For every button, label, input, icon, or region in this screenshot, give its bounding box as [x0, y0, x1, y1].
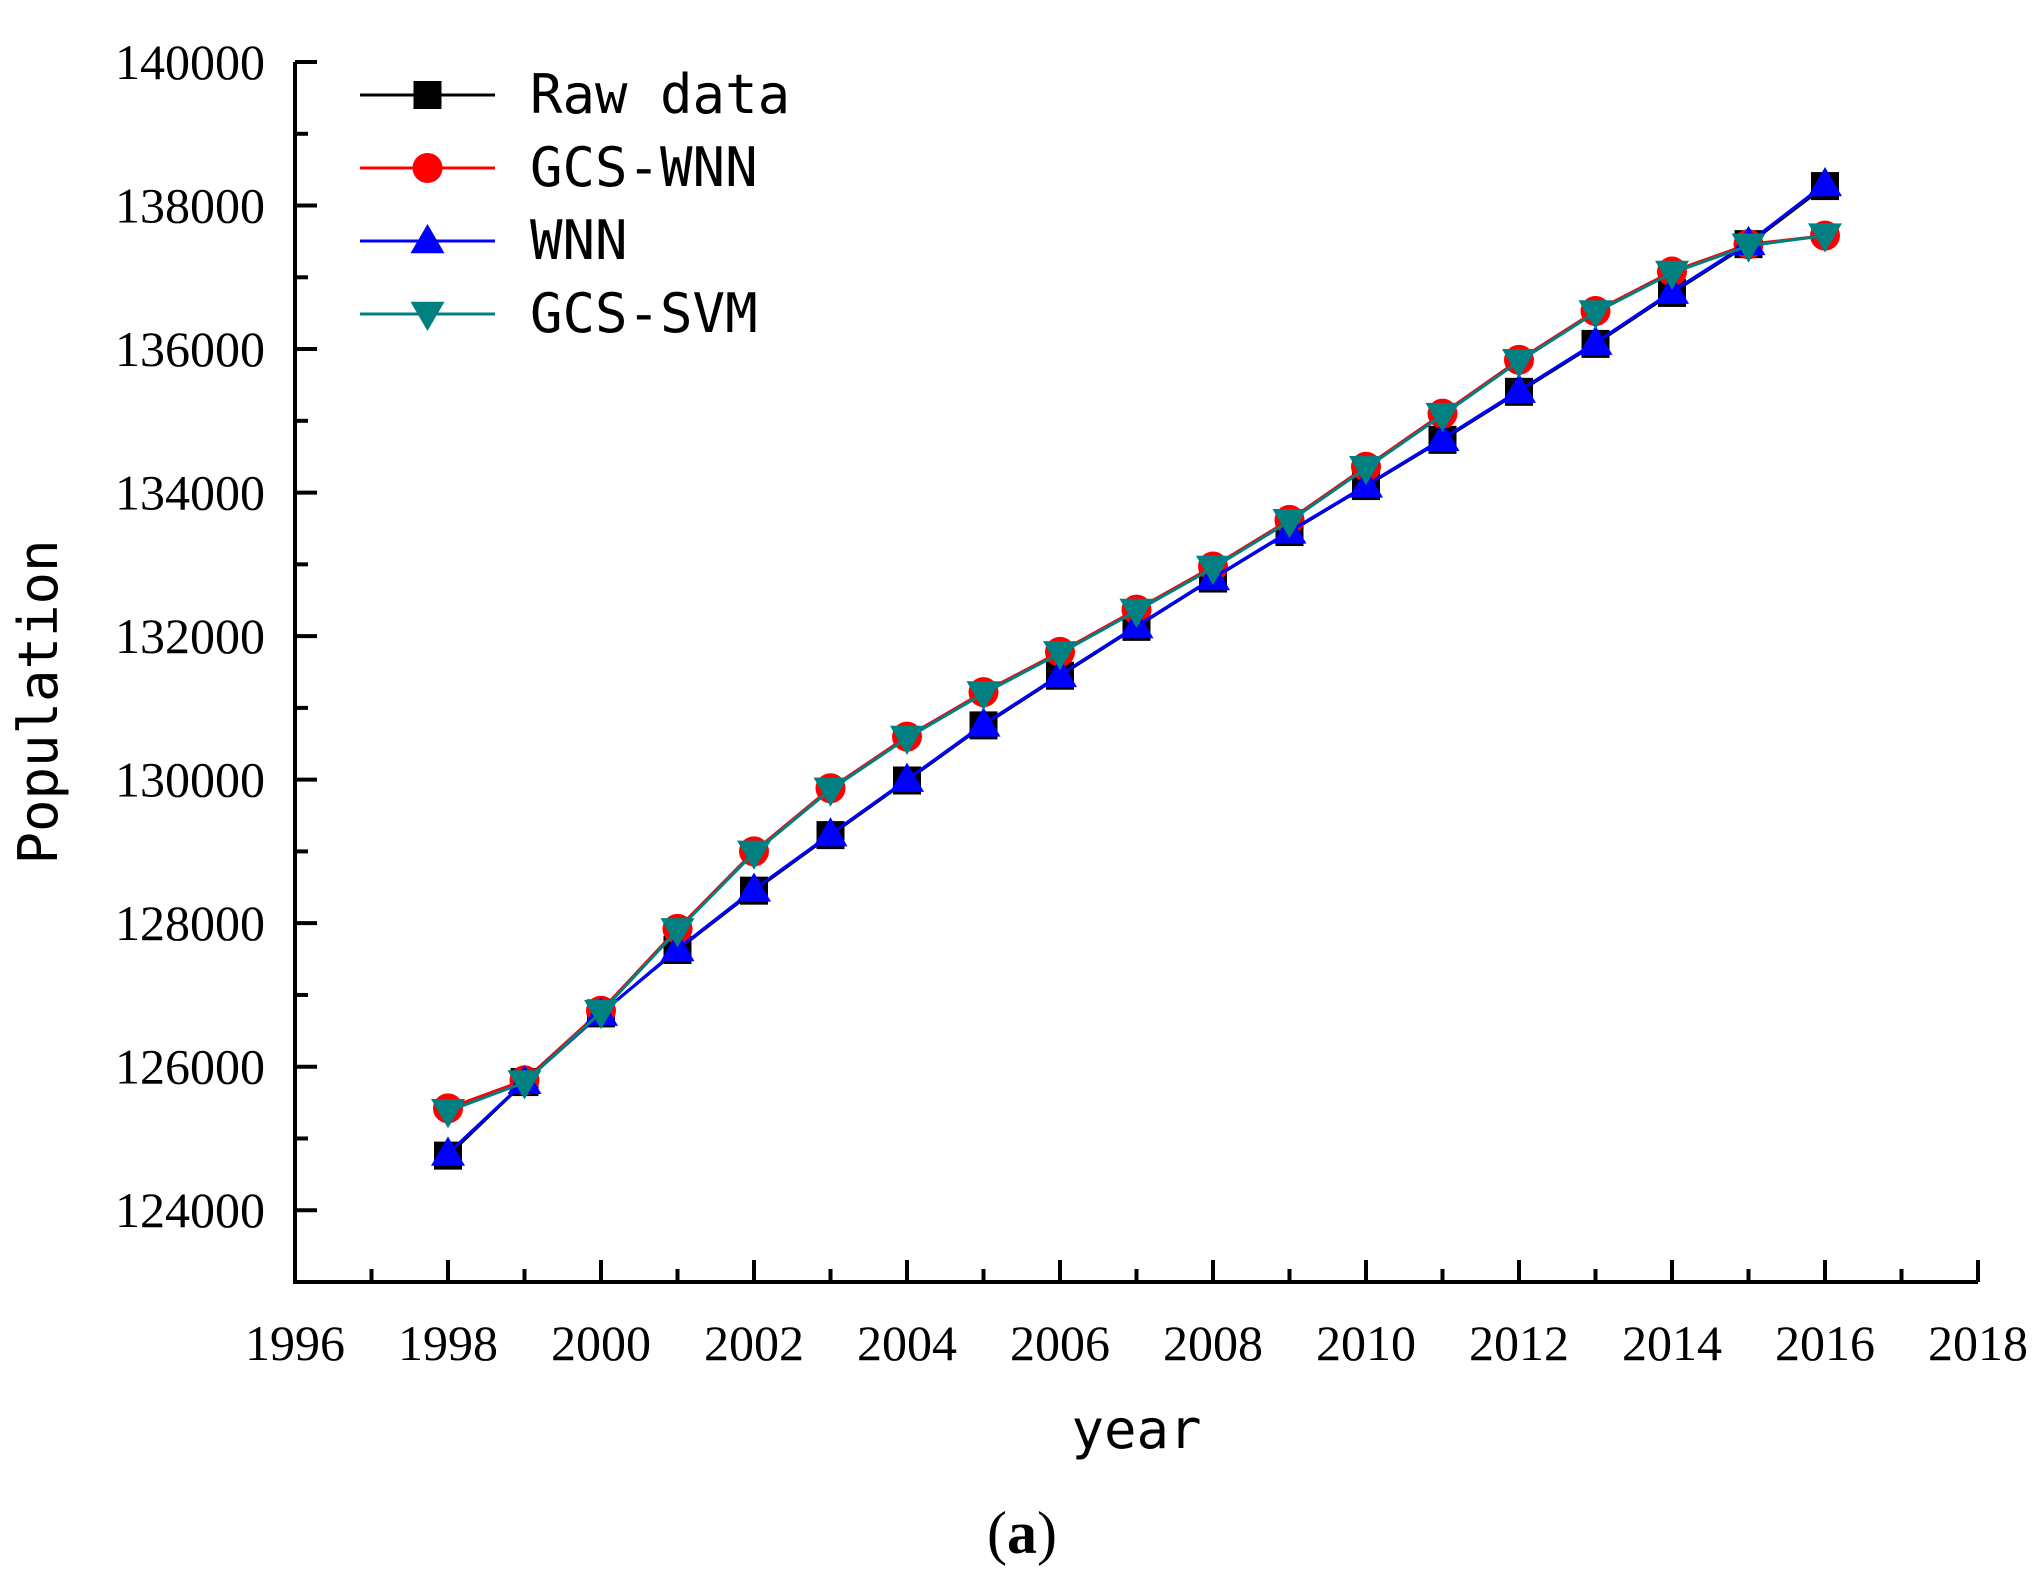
legend-item: Raw data — [360, 63, 790, 126]
y-tick-label: 126000 — [115, 1039, 265, 1095]
x-tick-label: 2016 — [1775, 1315, 1875, 1371]
data-point — [813, 817, 848, 847]
data-point — [431, 1136, 465, 1166]
data-point — [966, 707, 1001, 737]
series-line — [447, 234, 1826, 1110]
data-point — [1731, 233, 1766, 263]
y-tick-label: 136000 — [115, 321, 265, 377]
data-point — [1196, 555, 1230, 585]
data-point — [507, 1070, 542, 1100]
data-point — [1578, 325, 1613, 355]
y-tick-label: 140000 — [115, 34, 265, 90]
x-tick-label: 2018 — [1928, 1315, 2028, 1371]
data-point — [660, 918, 695, 948]
legend-item: GCS-SVM — [360, 282, 758, 345]
series-gcs-svm — [431, 223, 1842, 1129]
x-tick-label: 1996 — [245, 1315, 345, 1371]
x-tick-label: 2010 — [1316, 1315, 1416, 1371]
data-point — [966, 681, 1001, 711]
x-tick-label: 2014 — [1622, 1315, 1722, 1371]
ticks: 124000 126000 128000 130000 132000 134000 1360… — [115, 34, 2028, 1371]
legend-item: GCS-WNN — [360, 136, 758, 199]
data-point — [1272, 509, 1307, 539]
x-tick-label: 1998 — [398, 1315, 498, 1371]
legend-label: Raw data — [530, 63, 790, 126]
x-tick-label: 2002 — [704, 1315, 804, 1371]
data-point — [1502, 349, 1536, 379]
data-point — [813, 777, 848, 807]
legend-marker — [412, 153, 443, 183]
data-point — [431, 1098, 465, 1129]
data-point — [1119, 598, 1154, 628]
data-point — [1043, 657, 1077, 688]
data-point — [1578, 300, 1613, 330]
data-point — [737, 872, 771, 902]
x-tick-label: 2006 — [1010, 1315, 1110, 1371]
caption-letter: a — [1007, 1500, 1037, 1566]
data-point — [890, 725, 924, 756]
x-tick-label: 2012 — [1469, 1315, 1569, 1371]
legend-item: WNN — [360, 209, 628, 272]
legend-marker — [413, 81, 442, 109]
x-tick-label: 2004 — [857, 1315, 957, 1371]
legend-marker — [410, 224, 445, 254]
data-point — [1655, 260, 1689, 290]
y-tick-label: 138000 — [115, 178, 265, 234]
data-point — [584, 999, 618, 1030]
y-tick-label: 128000 — [115, 895, 265, 951]
data-point — [1808, 167, 1842, 197]
plot-series — [431, 167, 1842, 1170]
data-point — [1425, 421, 1460, 452]
data-point — [1043, 641, 1077, 671]
y-tick-label: 132000 — [115, 608, 265, 664]
x-tick-label: 2008 — [1163, 1315, 1263, 1371]
data-point — [1808, 223, 1842, 253]
caption-close: ) — [1037, 1500, 1057, 1566]
series-line — [447, 234, 1826, 1113]
y-tick-label: 124000 — [115, 1182, 265, 1238]
y-axis-title: Population — [7, 539, 70, 864]
y-tick-label: 134000 — [115, 465, 265, 521]
legend-marker — [410, 301, 445, 331]
x-axis-title: year — [1071, 1398, 1201, 1461]
x-tick-label: 2000 — [551, 1315, 651, 1371]
data-point — [1502, 373, 1536, 403]
data-point — [737, 840, 771, 870]
caption-open: ( — [987, 1500, 1007, 1566]
legend-label: WNN — [530, 209, 628, 272]
figure-caption: (a) — [987, 1500, 1057, 1566]
y-tick-label: 130000 — [115, 752, 265, 808]
legend-label: GCS-SVM — [530, 282, 758, 345]
data-point — [1349, 455, 1383, 486]
data-point — [1425, 402, 1460, 433]
legend: Raw data GCS-WNN WNN GCS-SVM — [360, 63, 790, 345]
data-point — [890, 762, 924, 792]
series-gcs-wnn — [433, 220, 1840, 1124]
legend-label: GCS-WNN — [530, 136, 758, 199]
